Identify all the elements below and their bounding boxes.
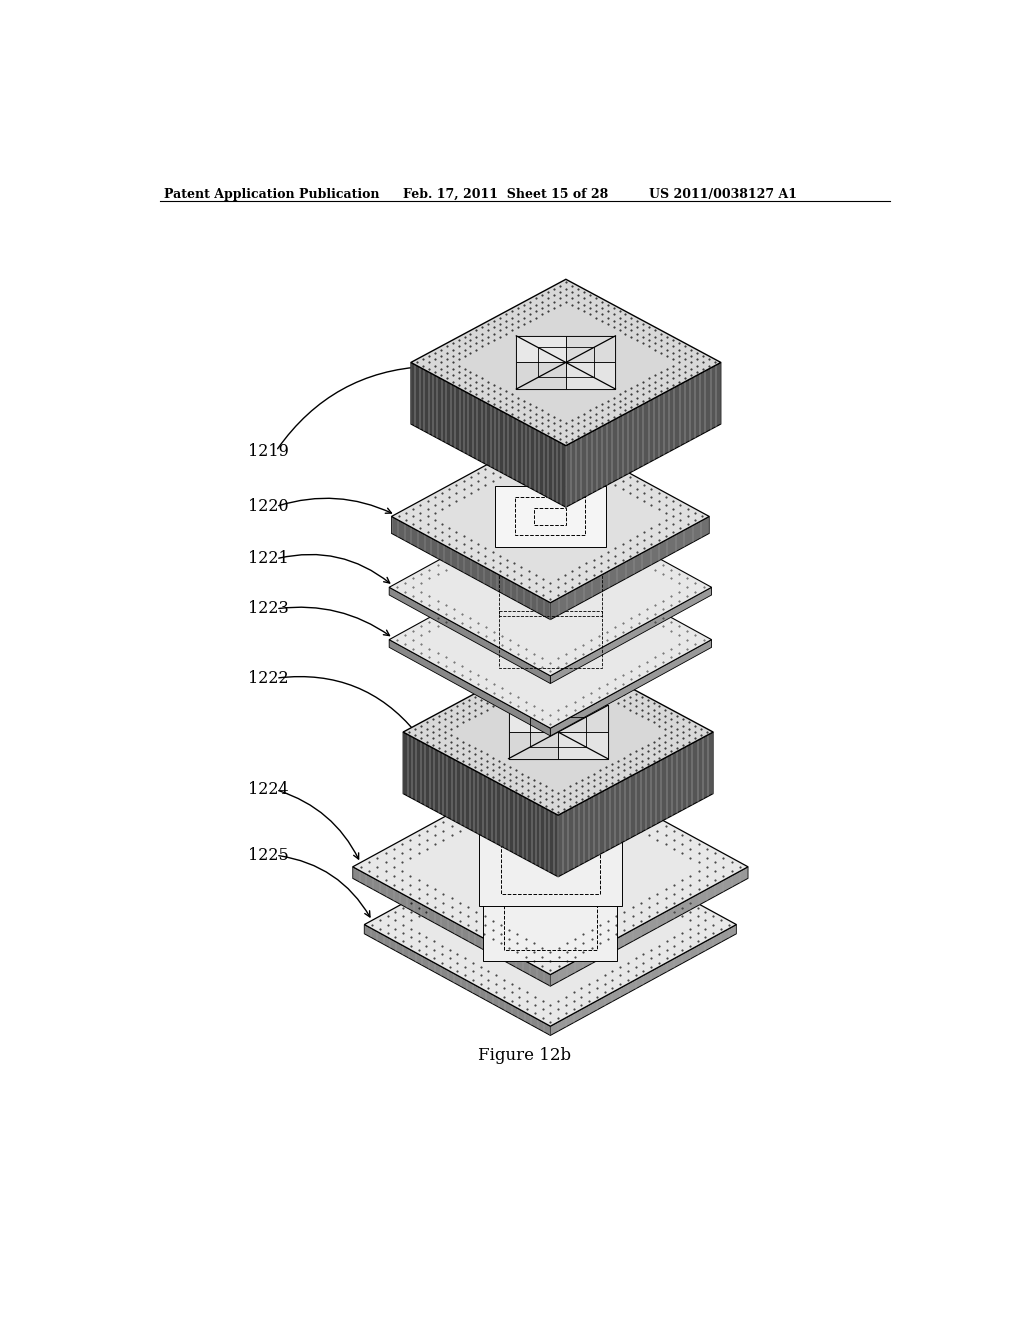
Text: Feb. 17, 2011  Sheet 15 of 28: Feb. 17, 2011 Sheet 15 of 28 [403,187,608,201]
Polygon shape [566,335,615,363]
Text: Figure 12b: Figure 12b [478,1047,571,1064]
Polygon shape [550,867,748,986]
Text: 1223: 1223 [248,601,289,618]
Polygon shape [516,335,566,363]
Polygon shape [550,587,712,684]
Polygon shape [365,924,550,1035]
Text: 1219: 1219 [248,442,289,459]
Polygon shape [509,705,558,733]
Polygon shape [550,640,712,737]
Polygon shape [558,733,713,876]
Polygon shape [566,363,721,507]
Polygon shape [411,363,566,507]
Polygon shape [550,924,736,1035]
Polygon shape [483,888,617,961]
Text: Patent Application Publication: Patent Application Publication [165,187,380,201]
Polygon shape [411,280,721,446]
Polygon shape [566,363,615,389]
Polygon shape [550,516,710,619]
Text: 1221: 1221 [248,550,289,568]
Polygon shape [352,867,550,986]
Polygon shape [403,649,713,816]
Text: US 2011/0038127 A1: US 2011/0038127 A1 [649,187,797,201]
Polygon shape [516,335,615,389]
Polygon shape [516,363,566,389]
Polygon shape [509,733,558,759]
Text: 1220: 1220 [248,498,289,515]
Polygon shape [365,822,736,1026]
Polygon shape [403,733,558,876]
Polygon shape [479,828,622,906]
Polygon shape [389,587,550,684]
Text: 1224: 1224 [248,781,289,799]
Polygon shape [389,640,550,737]
Polygon shape [558,705,607,733]
Polygon shape [391,516,550,619]
Polygon shape [391,430,710,603]
Polygon shape [558,733,607,759]
Polygon shape [509,705,607,759]
Polygon shape [389,552,712,729]
Text: 1225: 1225 [248,846,289,863]
Text: 1222: 1222 [248,669,289,686]
Polygon shape [352,759,748,974]
Polygon shape [495,486,606,546]
Polygon shape [389,499,712,676]
